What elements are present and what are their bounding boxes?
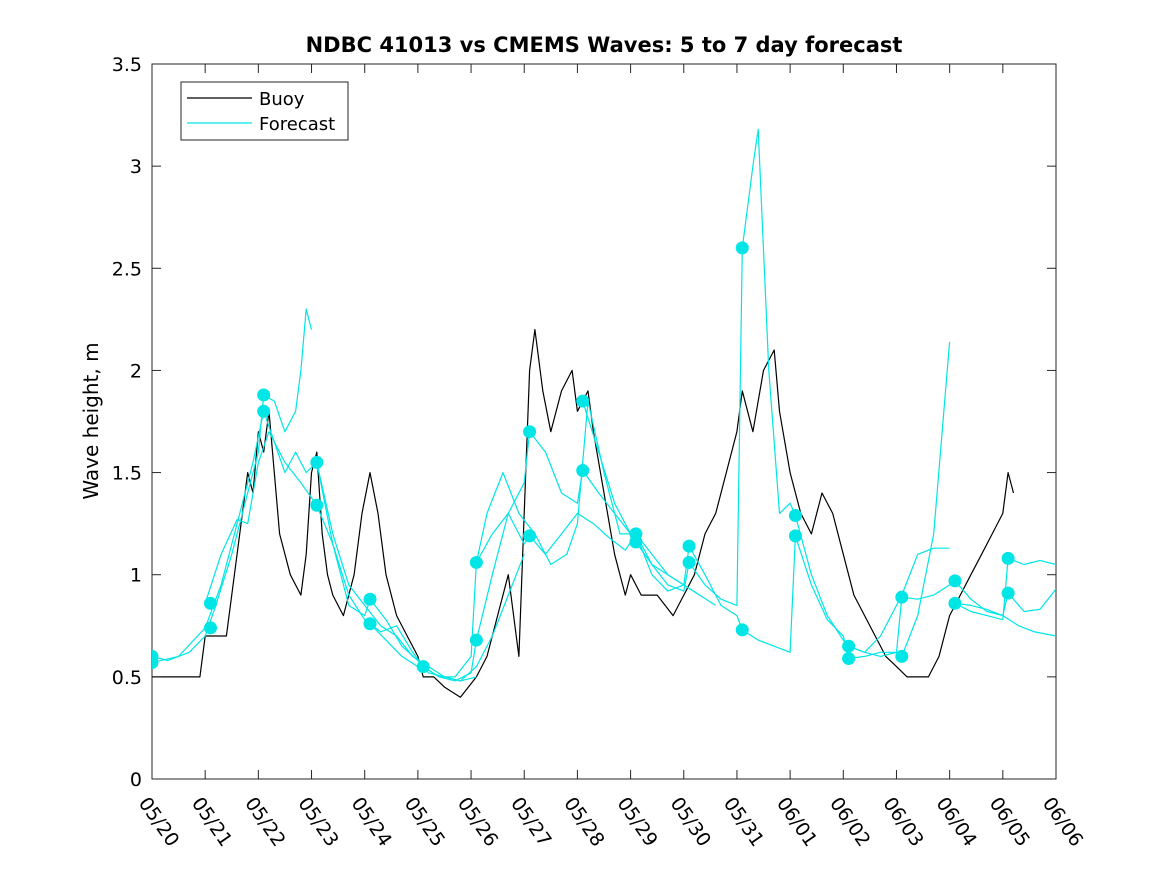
forecast-marker-14 <box>523 529 537 543</box>
forecast-marker-12 <box>469 633 483 647</box>
forecast-marker-6 <box>310 455 324 469</box>
y-tick-label: 2.5 <box>112 258 142 280</box>
forecast-marker-10 <box>416 660 430 674</box>
buoy-line <box>152 329 1015 698</box>
forecast-line-7 <box>582 341 951 660</box>
y-axis-label: Wave height, m <box>79 342 103 499</box>
legend-label-buoy: Buoy <box>259 89 305 110</box>
axes-box <box>151 63 1057 780</box>
forecast-marker-13 <box>523 425 537 439</box>
forecast-marker-22 <box>735 623 749 637</box>
forecast-marker-5 <box>257 404 271 418</box>
forecast-marker-27 <box>895 590 909 604</box>
forecast-marker-26 <box>842 651 856 665</box>
y-tick-label: 1 <box>130 565 142 587</box>
legend-label-forecast: Forecast <box>259 114 335 135</box>
forecast-marker-18 <box>629 535 643 549</box>
forecast-marker-19 <box>682 539 696 553</box>
forecast-marker-24 <box>788 529 802 543</box>
forecast-marker-32 <box>1001 586 1015 600</box>
forecast-marker-30 <box>948 596 962 610</box>
forecast-marker-11 <box>469 555 483 569</box>
forecast-line-1 <box>152 308 313 662</box>
forecast-marker-3 <box>203 621 217 635</box>
forecast-marker-29 <box>948 574 962 588</box>
legend: Buoy Forecast <box>180 81 349 141</box>
y-tick-label: 1.5 <box>112 463 142 485</box>
forecast-marker-1 <box>152 656 159 670</box>
forecast-marker-28 <box>895 649 909 663</box>
forecast-line-10 <box>954 602 1056 637</box>
forecast-marker-23 <box>788 508 802 522</box>
forecast-marker-7 <box>310 498 324 512</box>
forecast-marker-31 <box>1001 551 1015 565</box>
forecast-marker-20 <box>682 555 696 569</box>
forecast-marker-4 <box>257 388 271 402</box>
forecast-marker-25 <box>842 639 856 653</box>
forecast-marker-21 <box>735 241 749 255</box>
y-tick-label: 2 <box>130 360 142 382</box>
forecast-marker-9 <box>363 617 377 631</box>
y-tick-label: 0 <box>130 769 142 791</box>
chart-title: NDBC 41013 vs CMEMS Waves: 5 to 7 day fo… <box>306 33 903 57</box>
forecast-line-4 <box>316 400 701 678</box>
forecast-marker-16 <box>576 464 590 478</box>
forecast-marker-15 <box>576 394 590 408</box>
series-group <box>152 128 1056 698</box>
y-tick-label: 0.5 <box>112 667 142 689</box>
legend-box <box>180 81 349 141</box>
forecast-marker-8 <box>363 592 377 606</box>
forecast-marker-2 <box>203 596 217 610</box>
y-tick-label: 3.5 <box>112 54 142 76</box>
y-tick-label: 3 <box>130 156 142 178</box>
